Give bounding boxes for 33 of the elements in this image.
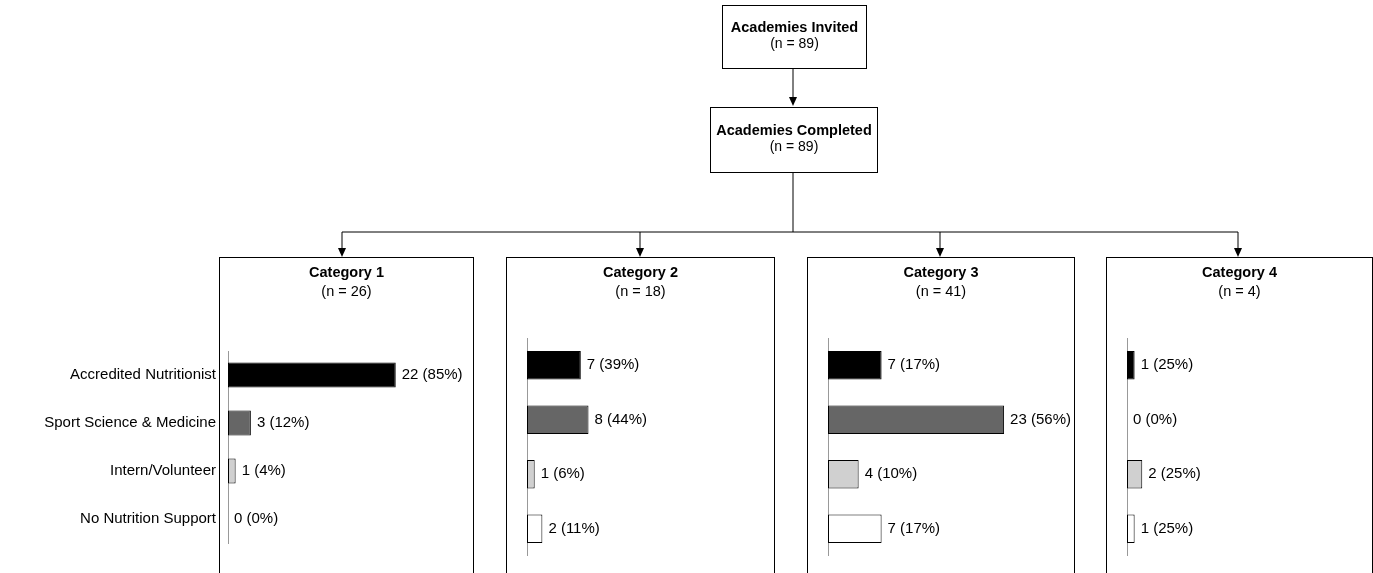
data-label: 0 (0%) (234, 509, 279, 527)
data-label: 23 (56%) (1010, 409, 1071, 427)
data-label: 7 (39%) (586, 355, 640, 373)
data-label: 4 (10%) (864, 464, 918, 482)
bar (527, 351, 581, 380)
data-label: 7 (17%) (887, 355, 941, 373)
data-label: 0 (0%) (1133, 409, 1178, 427)
text: (n = 89) (769, 138, 819, 154)
data-label: 1 (6%) (540, 464, 585, 482)
data-label: 1 (4%) (241, 461, 286, 479)
data-label: 22 (85%) (401, 365, 463, 383)
data-label: 2 (25%) (1148, 464, 1201, 482)
data-label: 1 (25%) (1140, 518, 1194, 536)
chart-title: Category 3 (902, 263, 980, 282)
chart-subtitle: (n = 26) (320, 282, 373, 301)
chart-subtitle: (n = 4) (1217, 282, 1262, 301)
chart-subtitle: (n = 18) (614, 282, 667, 301)
chart-title: Category 1 (308, 263, 385, 282)
data-label: 3 (12%) (256, 413, 310, 431)
y-tick-label: Intern/Volunteer (110, 461, 216, 479)
text: Academies Invited (729, 19, 860, 35)
chart-subtitle: (n = 41) (914, 282, 968, 301)
data-label: 7 (17%) (887, 518, 941, 536)
chart-title: Category 2 (602, 263, 679, 282)
y-tick-label: Accredited Nutritionist (70, 365, 217, 383)
data-label: 1 (25%) (1140, 355, 1194, 373)
text: Academies Completed (715, 122, 873, 138)
chart-title: Category 4 (1201, 263, 1278, 282)
data-label: 2 (11%) (548, 518, 600, 536)
y-tick-label: Sport Science & Medicine (44, 413, 216, 431)
text: (n = 89) (770, 35, 819, 51)
y-tick-label: No Nutrition Support (80, 509, 217, 527)
data-label: 8 (44%) (594, 409, 648, 427)
